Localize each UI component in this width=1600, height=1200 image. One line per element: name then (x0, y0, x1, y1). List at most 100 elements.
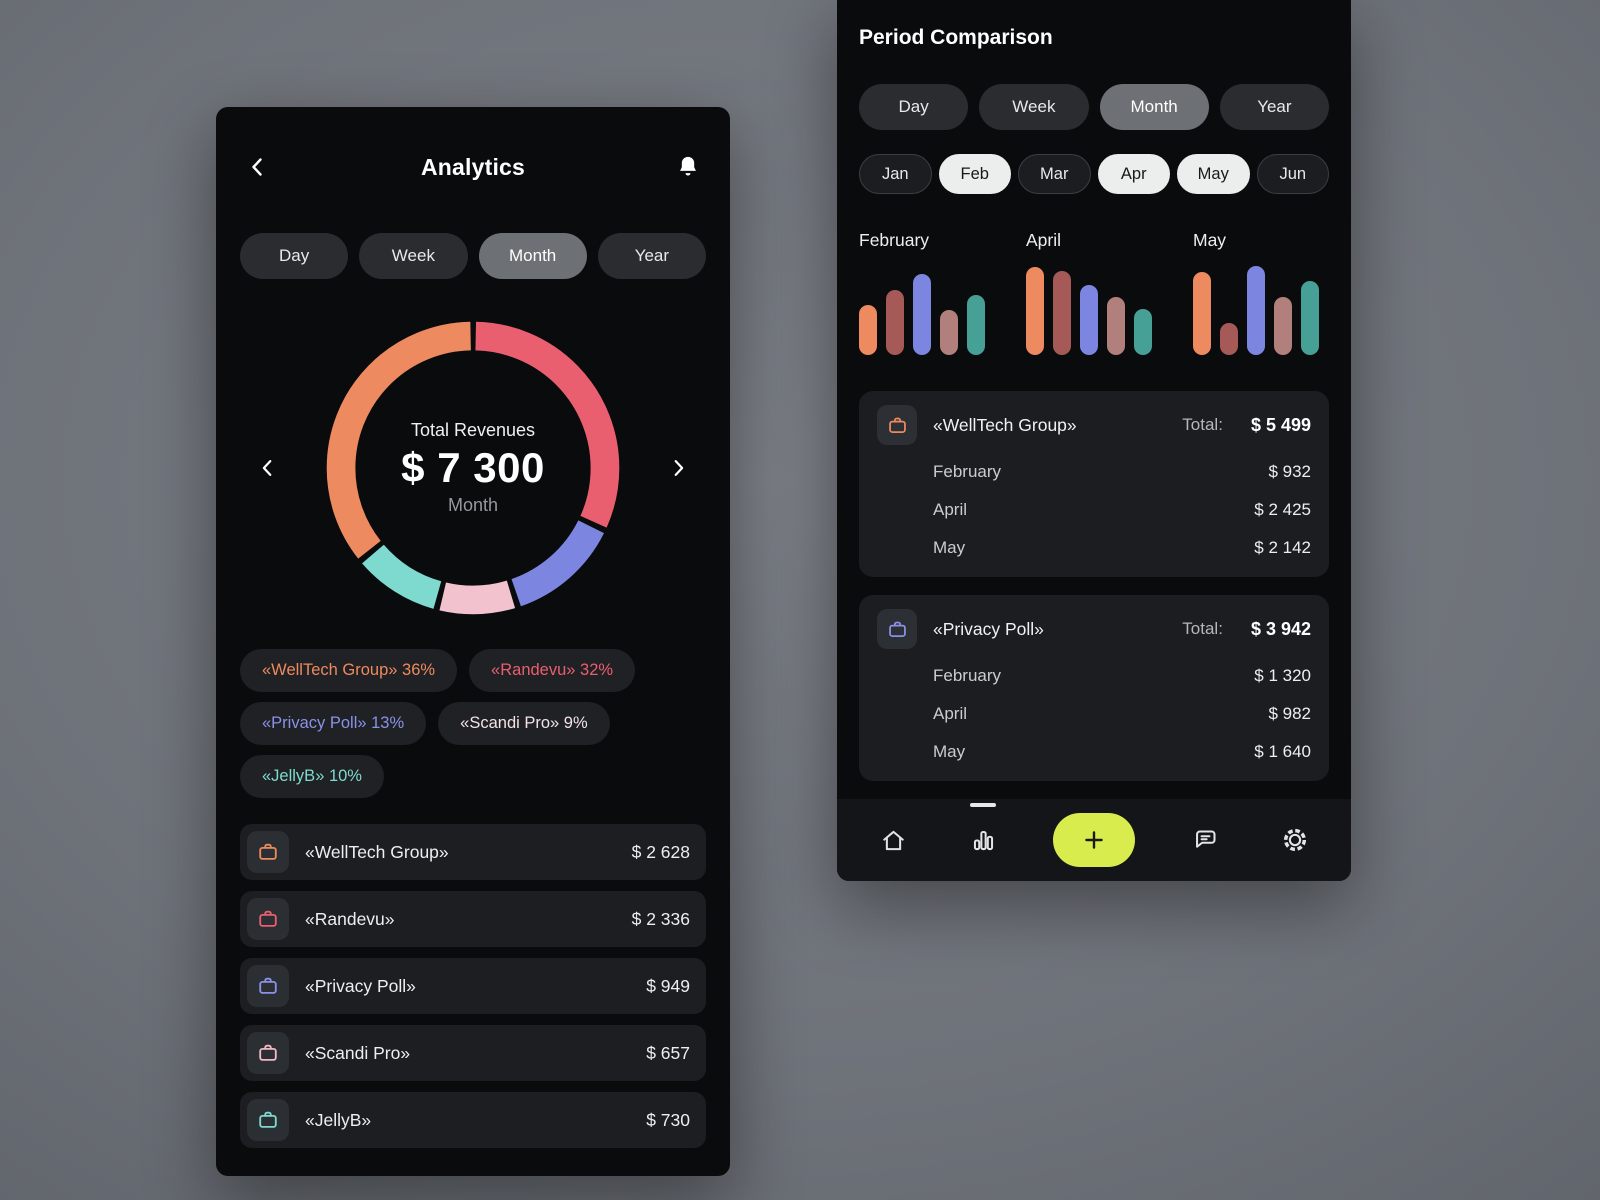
list-item-name: «WellTech Group» (305, 841, 449, 862)
tab-day[interactable]: Day (859, 84, 969, 130)
briefcase-icon (247, 1099, 289, 1141)
bar (1134, 309, 1152, 355)
list-item-amount: $ 949 (646, 975, 690, 996)
card-welltech-group[interactable]: «WellTech Group» Total: $ 5 499 February… (859, 391, 1329, 577)
tab-week[interactable]: Week (359, 233, 468, 279)
nav-settings-button[interactable] (1275, 820, 1315, 860)
card-row-month: April (933, 704, 968, 723)
add-button[interactable] (1053, 813, 1135, 867)
card-row: April $ 982 (877, 695, 1311, 733)
app-header: Analytics (240, 151, 706, 183)
bell-icon (680, 156, 696, 176)
donut-segment (326, 321, 620, 615)
card-name: «Privacy Poll» (933, 618, 1044, 639)
card-privacy-poll[interactable]: «Privacy Poll» Total: $ 3 942 February $… (859, 595, 1329, 781)
month-pill-jun[interactable]: Jun (1256, 154, 1329, 194)
nav-stats-button[interactable] (963, 803, 1003, 860)
bar (1080, 285, 1098, 355)
card-row-amount: $ 2 142 (1254, 538, 1311, 557)
tab-month[interactable]: Month (1099, 84, 1209, 130)
card-total-label: Total: (1182, 415, 1223, 434)
tab-month[interactable]: Month (478, 233, 587, 279)
month-selector: Jan Feb Mar Apr May Jun (859, 154, 1329, 194)
bars (1026, 259, 1152, 355)
bar-group-label: February (859, 230, 930, 250)
card-rows: February $ 932 April $ 2 425 May $ 2 142 (877, 453, 1311, 567)
legend-randevu[interactable]: «Randevu» 32% (469, 649, 636, 692)
home-icon (882, 830, 904, 850)
tab-day[interactable]: Day (240, 233, 349, 279)
card-row-amount: $ 1 320 (1254, 666, 1311, 685)
bars (859, 259, 985, 355)
month-pill-feb[interactable]: Feb (938, 154, 1011, 194)
tab-year[interactable]: Year (597, 233, 706, 279)
comparison-cards: «WellTech Group» Total: $ 5 499 February… (859, 391, 1329, 781)
nav-home-button[interactable] (873, 820, 913, 860)
month-pill-may[interactable]: May (1177, 154, 1250, 194)
card-header: «WellTech Group» Total: $ 5 499 (877, 405, 1311, 445)
list-item-amount: $ 657 (646, 1042, 690, 1063)
gear-icon (1283, 828, 1307, 852)
chevron-left-icon (262, 460, 272, 476)
bar-group-label: April (1026, 230, 1062, 250)
bar (967, 295, 985, 355)
bar (1053, 271, 1071, 355)
donut-legend: «WellTech Group» 36% «Randevu» 32% «Priv… (240, 649, 706, 798)
next-period-button[interactable] (658, 448, 698, 488)
bar (1193, 272, 1211, 355)
back-button[interactable] (240, 149, 276, 185)
bar-chart-icon (973, 830, 993, 850)
revenue-donut-section: Total Revenues $ 7 300 Month (240, 315, 706, 621)
card-row-amount: $ 982 (1268, 704, 1311, 723)
list-item-name: «Scandi Pro» (305, 1042, 411, 1063)
legend-scandi-pro[interactable]: «Scandi Pro» 9% (438, 702, 610, 745)
bar-group-may: May (1193, 230, 1319, 355)
briefcase-icon (247, 898, 289, 940)
list-item-randevu[interactable]: «Randevu» $ 2 336 (240, 891, 706, 947)
list-item-welltech-group[interactable]: «WellTech Group» $ 2 628 (240, 824, 706, 880)
page-title: Analytics (420, 153, 526, 180)
bar (913, 274, 931, 355)
legend-welltech-group[interactable]: «WellTech Group» 36% (240, 649, 458, 692)
list-item-name: «Privacy Poll» (305, 975, 416, 996)
month-pill-apr[interactable]: Apr (1097, 154, 1170, 194)
period-tabs: Day Week Month Year (859, 84, 1329, 130)
chat-icon (1195, 829, 1216, 848)
bar-group-april: April (1026, 230, 1152, 355)
legend-privacy-poll[interactable]: «Privacy Poll» 13% (240, 702, 427, 745)
chevron-left-icon (252, 158, 262, 176)
briefcase-icon (877, 405, 917, 445)
notifications-button[interactable] (670, 149, 706, 185)
list-item-privacy-poll[interactable]: «Privacy Poll» $ 949 (240, 958, 706, 1014)
list-item-scandi-pro[interactable]: «Scandi Pro» $ 657 (240, 1025, 706, 1081)
bar (1026, 267, 1044, 355)
month-pill-mar[interactable]: Mar (1018, 154, 1091, 194)
chevron-right-icon (674, 460, 684, 476)
bar (886, 290, 904, 355)
card-row-month: April (933, 500, 968, 519)
month-pill-jan[interactable]: Jan (859, 154, 932, 194)
briefcase-icon (247, 1032, 289, 1074)
comparison-bar-charts: February April May (859, 230, 1329, 355)
period-comparison-screen: Period Comparison Day Week Month Year Ja… (837, 0, 1351, 881)
card-header: «Privacy Poll» Total: $ 3 942 (877, 609, 1311, 649)
tab-year[interactable]: Year (1219, 84, 1329, 130)
legend-jellyb[interactable]: «JellyB» 10% (240, 755, 384, 798)
bar (1301, 281, 1319, 355)
list-item-jellyb[interactable]: «JellyB» $ 730 (240, 1092, 706, 1148)
card-row-month: May (933, 742, 966, 761)
tab-week[interactable]: Week (979, 84, 1089, 130)
bar (1220, 323, 1238, 355)
period-tabs: Day Week Month Year (240, 233, 706, 279)
list-item-amount: $ 2 336 (631, 908, 690, 929)
bars (1193, 259, 1319, 355)
briefcase-icon (247, 831, 289, 873)
card-row: February $ 932 (877, 453, 1311, 491)
prev-period-button[interactable] (248, 448, 288, 488)
card-row-amount: $ 932 (1268, 462, 1311, 481)
card-row-month: February (933, 462, 1002, 481)
analytics-screen: Analytics Day Week Month Year Total Reve… (216, 107, 730, 1176)
nav-chat-button[interactable] (1185, 820, 1225, 860)
list-item-amount: $ 2 628 (631, 841, 690, 862)
donut-segment (326, 321, 620, 615)
